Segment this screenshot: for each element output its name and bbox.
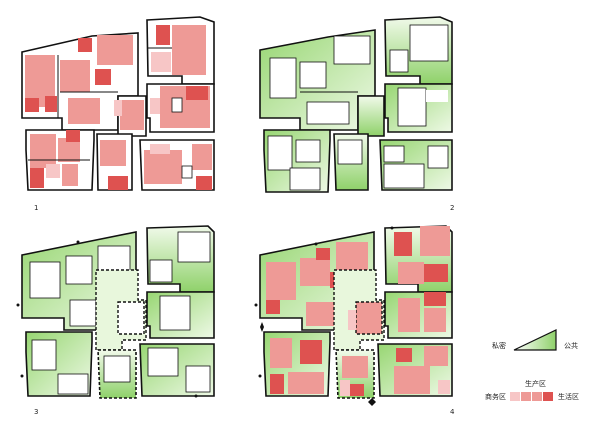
block	[114, 95, 147, 137]
legend-public-label: 公共	[564, 342, 578, 350]
block	[97, 349, 137, 399]
production-swatch	[521, 392, 531, 401]
block	[384, 16, 453, 85]
block	[377, 343, 453, 397]
panel-2	[259, 16, 453, 193]
block	[333, 133, 369, 191]
panel-number-4: 4	[450, 408, 455, 416]
public-zone-dashed	[95, 269, 147, 351]
block	[146, 16, 215, 85]
legend	[510, 329, 557, 401]
private-public-gradient-swatch	[513, 329, 557, 351]
block	[379, 139, 453, 191]
panel-number-2: 2	[450, 204, 455, 212]
block	[335, 349, 375, 399]
commercial-swatch	[510, 392, 520, 401]
living-swatch	[543, 392, 553, 401]
block	[263, 331, 331, 397]
public-zone-dashed	[333, 269, 385, 351]
panel-number-3: 3	[34, 408, 39, 416]
block	[21, 32, 139, 131]
legend-production-label: 生产区	[525, 380, 546, 388]
block	[146, 225, 215, 293]
legend-private-label: 私密	[492, 342, 506, 350]
block	[384, 83, 453, 133]
block	[25, 129, 95, 191]
panel-4	[254, 225, 453, 406]
block	[25, 331, 93, 397]
block	[259, 29, 376, 131]
block	[263, 129, 331, 193]
legend-commercial-label: 商务区	[485, 393, 506, 401]
production-swatch-2	[532, 392, 542, 401]
block	[384, 291, 453, 339]
panel-number-1: 1	[34, 204, 39, 212]
panel-1	[21, 16, 215, 191]
panel-3	[16, 225, 215, 399]
block	[139, 139, 215, 191]
block	[357, 95, 385, 137]
block	[96, 133, 133, 191]
legend-living-label: 生活区	[558, 393, 579, 401]
block	[139, 343, 215, 397]
block	[146, 291, 215, 339]
block	[146, 83, 215, 133]
block	[384, 225, 453, 293]
